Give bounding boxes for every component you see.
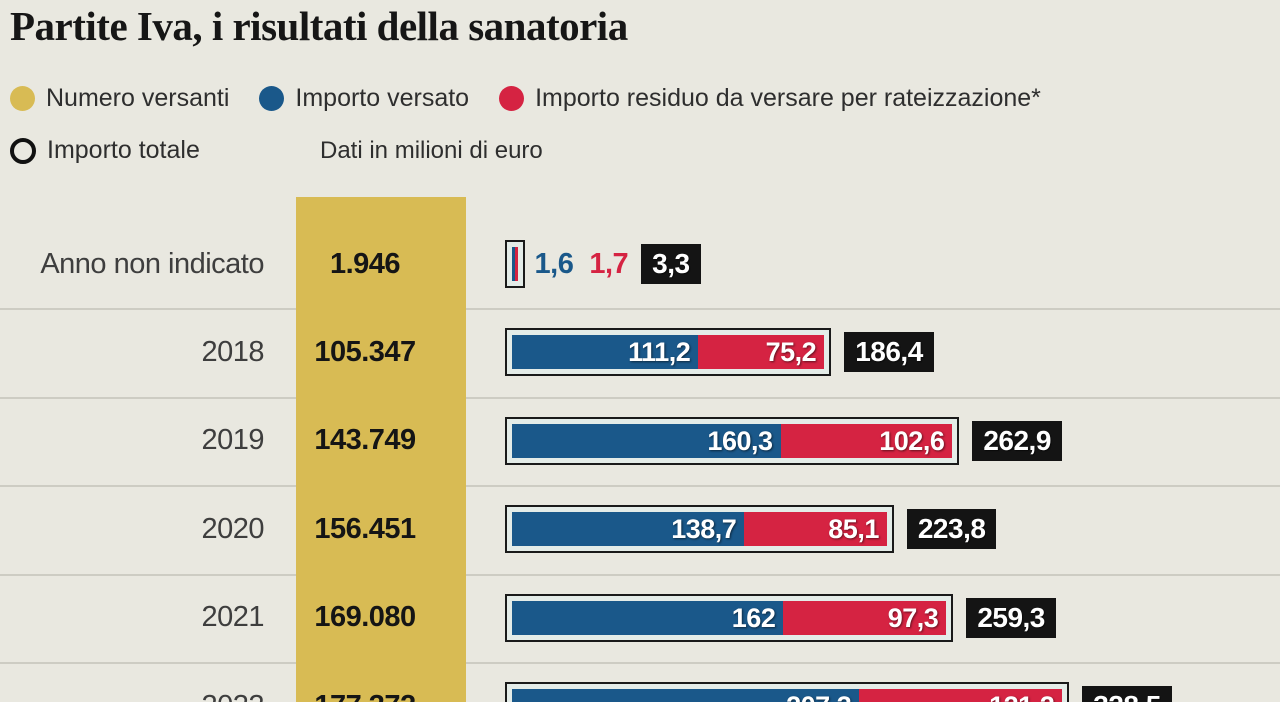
importo-residuo-bar [514,247,518,281]
chart-row: 2022177.372 207,3 121,2 328,5 [0,662,1280,702]
row-separator [0,396,1280,399]
importo-residuo-value: 97,3 [887,602,939,633]
bar-area: 138,7 85,1 223,8 [505,505,997,554]
legend-label: Importo residuo da versare per rateizzaz… [535,84,1041,112]
importo-totale-box: 111,2 75,2 [505,328,832,377]
bar-area: 207,3 121,2 328,5 [505,682,1172,702]
numero-versanti-value: 177.372 [280,690,450,702]
legend-item-importo-versato: Importo versato [259,84,469,113]
importo-versato-value: 160,3 [707,425,773,456]
legend-item-importo-residuo: Importo residuo da versare per rateizzaz… [499,84,1041,113]
row-year-label: Anno non indicato [40,247,264,280]
importo-totale-box: 207,3 121,2 [505,682,1070,702]
page-title: Partite Iva, i risultati della sanatoria [10,3,628,49]
importo-residuo-value: 75,2 [765,337,817,368]
unit-note: Dati in milioni di euro [320,137,543,164]
numero-versanti-value: 156.451 [314,512,416,545]
importo-versato-value: 207,3 [786,689,852,702]
importo-residuo-value: 1,7 [589,247,629,280]
importo-residuo-bar: 85,1 [744,512,887,547]
row-year-label: 2019 [201,424,264,457]
importo-residuo-dot-icon [499,86,525,111]
importo-versato-bar: 111,2 [512,335,699,370]
importo-versato-bar: 162 [512,600,784,635]
row-separator [0,662,1280,664]
chart-row: 2019 143.749 160,3 102,6 262,9 [0,397,1280,485]
importo-residuo-value: 102,6 [879,425,945,456]
importo-totale-box [505,240,525,288]
importo-versato-bar: 160,3 [512,423,781,458]
bar-area: 1,6 1,7 3,3 [505,240,701,288]
bar-area: 162 97,3 259,3 [505,593,1056,642]
row-year-label: 2021 [201,601,264,634]
bar-area: 111,2 75,2 186,4 [505,328,934,377]
importo-residuo-value: 85,1 [828,514,879,545]
importo-versato-value: 1,6 [534,247,574,280]
legend-label: Importo versato [295,84,470,112]
importo-versato-value: 162 [731,602,776,633]
numero-versanti-dot-icon [10,86,35,111]
legend-row-1: Numero versanti Importo versato Importo … [10,84,1071,113]
importo-versato-bar [512,247,515,281]
importo-totale-badge: 3,3 [641,244,701,284]
importo-residuo-bar: 97,3 [783,600,947,635]
importo-totale-badge: 262,9 [972,420,1062,461]
row-separator [0,308,1280,311]
importo-versato-value: 138,7 [671,514,737,545]
importo-versato-dot-icon [259,86,285,111]
row-year-label: 2022 [0,690,280,702]
importo-totale-badge: 328,5 [1082,686,1172,702]
importo-versato-value: 111,2 [628,337,691,368]
chart-row: 2020 156.451 138,7 85,1 223,8 [0,485,1280,573]
bar-area: 160,3 102,6 262,9 [505,416,1062,465]
chart-row: 2021 169.080 162 97,3 259,3 [0,574,1280,662]
importo-totale-badge: 259,3 [966,597,1056,638]
importo-totale-box: 162 97,3 [505,593,954,642]
importo-totale-box: 138,7 85,1 [505,505,894,554]
numero-versanti-value: 143.749 [314,424,416,457]
chart-row: 2018 105.347 111,2 75,2 186,4 [0,308,1280,396]
importo-versato-bar: 138,7 [512,512,745,547]
importo-totale-box: 160,3 102,6 [505,416,960,465]
importo-residuo-bar: 121,2 [859,689,1063,702]
row-separator [0,485,1280,488]
legend-label: Importo totale [47,136,200,164]
numero-versanti-column [296,197,466,702]
importo-residuo-bar: 75,2 [698,335,825,370]
row-year-label: 2018 [201,335,264,368]
legend-row-2: Importo totale Dati in milioni di euro [10,136,1270,165]
importo-totale-badge: 186,4 [844,332,934,373]
importo-versato-bar: 207,3 [512,689,860,702]
importo-residuo-value: 121,2 [989,689,1055,702]
importo-totale-badge: 223,8 [906,509,997,550]
legend-item-importo-totale: Importo totale [10,136,200,165]
legend-item-numero-versanti: Numero versanti [10,84,229,113]
chart-row: Anno non indicato 1.946 1,6 1,7 3,3 [0,220,1280,308]
row-year-label: 2020 [201,512,264,545]
legend-label: Numero versanti [46,84,230,112]
importo-residuo-bar: 102,6 [780,423,953,458]
row-separator [0,573,1280,576]
numero-versanti-value: 1.946 [329,247,401,280]
numero-versanti-value: 105.347 [314,335,416,368]
importo-totale-ring-icon [10,137,36,164]
numero-versanti-value: 169.080 [314,601,416,634]
